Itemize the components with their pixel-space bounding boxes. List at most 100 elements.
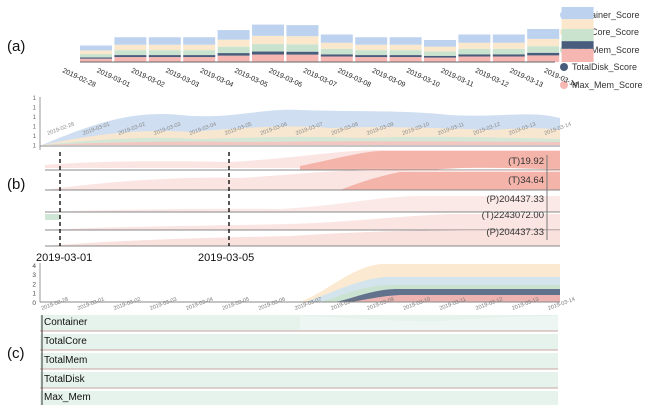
bar-segment[interactable] bbox=[561, 7, 594, 20]
bar-segment[interactable] bbox=[561, 19, 594, 29]
bar-segment[interactable] bbox=[320, 56, 353, 63]
legend-label: Max_Mem_Score bbox=[572, 79, 643, 90]
bar-segment[interactable] bbox=[80, 45, 112, 51]
bar-segment[interactable] bbox=[217, 39, 250, 47]
bar-segment[interactable] bbox=[183, 44, 216, 51]
bar-segment[interactable] bbox=[286, 51, 319, 55]
row-label-container[interactable]: Container bbox=[44, 317, 88, 328]
axis-tick-label: 0 bbox=[32, 300, 36, 307]
bar-segment[interactable] bbox=[320, 48, 353, 55]
bar-segment[interactable] bbox=[561, 29, 594, 42]
bar-segment[interactable] bbox=[252, 35, 284, 45]
row-label-totalcore[interactable]: TotalCore bbox=[44, 336, 87, 347]
bar-segment[interactable] bbox=[458, 48, 491, 55]
bar-segment[interactable] bbox=[148, 44, 181, 51]
bar-segment[interactable] bbox=[355, 55, 388, 58]
bar-segment[interactable] bbox=[561, 41, 594, 49]
bar-segment[interactable] bbox=[217, 46, 250, 54]
bar-segment[interactable] bbox=[286, 25, 319, 37]
bar-segment[interactable] bbox=[252, 44, 284, 52]
axis-tick-label: 1 bbox=[33, 134, 37, 140]
bar-segment[interactable] bbox=[148, 55, 181, 58]
bar-segment[interactable] bbox=[320, 34, 353, 43]
bar-segment[interactable] bbox=[286, 44, 319, 52]
row-label-totaldisk[interactable]: TotalDisk bbox=[44, 374, 85, 385]
axis-tick-label: 4 bbox=[32, 263, 36, 270]
bar-segment[interactable] bbox=[148, 50, 181, 56]
bar-segment[interactable] bbox=[80, 58, 112, 62]
bar-segment[interactable] bbox=[458, 56, 491, 63]
series-value-label: (P)204437.33 bbox=[486, 194, 544, 205]
bar-segment[interactable] bbox=[217, 55, 250, 62]
axis-tick-label: 3 bbox=[32, 272, 36, 279]
bar-segment[interactable] bbox=[114, 44, 147, 51]
bar-segment[interactable] bbox=[458, 34, 491, 43]
bar-segment[interactable] bbox=[183, 37, 216, 45]
bar-segment[interactable] bbox=[492, 34, 525, 43]
bar-segment[interactable] bbox=[320, 54, 353, 57]
bar-segment[interactable] bbox=[424, 51, 456, 56]
bar-segment[interactable] bbox=[217, 30, 250, 40]
bar-segment[interactable] bbox=[114, 57, 147, 62]
bar-segment[interactable] bbox=[183, 55, 216, 58]
bar-segment[interactable] bbox=[458, 42, 491, 49]
bar-segment[interactable] bbox=[114, 55, 147, 58]
bar-segment[interactable] bbox=[148, 37, 181, 45]
date-tick-label: 2019-03-03 bbox=[149, 297, 177, 312]
bar-segment[interactable] bbox=[389, 50, 422, 56]
bar-segment[interactable] bbox=[492, 42, 525, 49]
bar-segment[interactable] bbox=[527, 55, 560, 62]
bar-segment[interactable] bbox=[492, 48, 525, 55]
detail-area-maxmem bbox=[350, 295, 560, 302]
bar-segment[interactable] bbox=[183, 50, 216, 56]
bar-segment[interactable] bbox=[80, 50, 112, 55]
legend-label: TotalMem_Score bbox=[572, 44, 640, 55]
bar-segment[interactable] bbox=[389, 44, 422, 51]
bar-segment[interactable] bbox=[217, 53, 250, 56]
bar-segment[interactable] bbox=[355, 50, 388, 56]
legend-item-totaldisk[interactable]: TotalDisk_Score bbox=[560, 59, 653, 77]
series-rows bbox=[45, 150, 560, 247]
bar-segment[interactable] bbox=[80, 54, 112, 58]
bar-segment[interactable] bbox=[114, 37, 147, 45]
bar-segment[interactable] bbox=[148, 57, 181, 62]
bar-segment[interactable] bbox=[80, 57, 112, 59]
bar-segment[interactable] bbox=[424, 55, 456, 58]
row-label-maxmem[interactable]: Max_Mem bbox=[44, 392, 91, 403]
bar-segment[interactable] bbox=[527, 46, 560, 53]
date-tick-label: 2019-02-28 bbox=[41, 297, 69, 312]
bar-segment[interactable] bbox=[286, 54, 319, 62]
bar-segment[interactable] bbox=[424, 40, 456, 47]
bar-segment[interactable] bbox=[320, 42, 353, 49]
bar-segment[interactable] bbox=[252, 51, 284, 55]
panel-b-label: (b) bbox=[7, 176, 26, 193]
bar-segment[interactable] bbox=[389, 37, 422, 45]
bar-segment[interactable] bbox=[492, 54, 525, 57]
bar-segment[interactable] bbox=[458, 54, 491, 57]
bar-segment[interactable] bbox=[424, 57, 456, 62]
bar-segment[interactable] bbox=[527, 29, 560, 39]
bar-segment[interactable] bbox=[527, 52, 560, 56]
bar-segment[interactable] bbox=[252, 24, 284, 36]
bar-segment[interactable] bbox=[527, 38, 560, 47]
row-label-totalmem[interactable]: TotalMem bbox=[44, 355, 88, 366]
bar-segment[interactable] bbox=[114, 50, 147, 56]
bar-segment[interactable] bbox=[424, 46, 456, 52]
legend-item-maxmem[interactable]: Max_Mem_Score bbox=[560, 76, 653, 94]
bar-segment[interactable] bbox=[355, 37, 388, 45]
axis-tick-label: 2 bbox=[32, 281, 36, 288]
axis-tick-label: 1 bbox=[33, 125, 37, 131]
bar-segment[interactable] bbox=[492, 56, 525, 63]
bar-segment[interactable] bbox=[561, 48, 594, 62]
legend-label: TotalDisk_Score bbox=[572, 62, 638, 73]
bar-segment[interactable] bbox=[355, 44, 388, 51]
bar-segment[interactable] bbox=[355, 57, 388, 62]
bar-segment[interactable] bbox=[183, 57, 216, 62]
bar-segment[interactable] bbox=[389, 55, 422, 58]
bar-segment[interactable] bbox=[286, 36, 319, 45]
bar-segment[interactable] bbox=[252, 54, 284, 62]
date-tick-label: 2019-03-01 bbox=[77, 297, 105, 312]
bar-segment[interactable] bbox=[389, 57, 422, 62]
